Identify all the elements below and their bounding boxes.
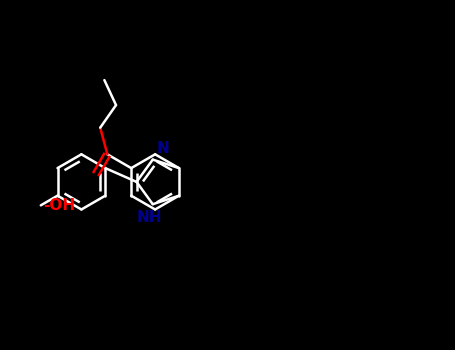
Text: NH: NH xyxy=(136,210,162,225)
Text: -OH: -OH xyxy=(44,198,76,213)
Text: N: N xyxy=(157,141,170,156)
